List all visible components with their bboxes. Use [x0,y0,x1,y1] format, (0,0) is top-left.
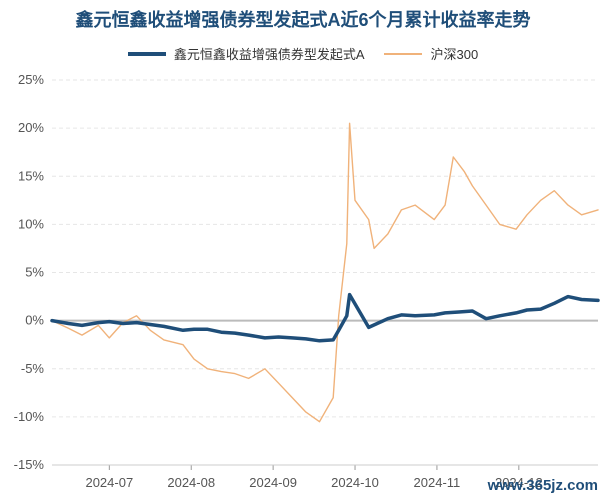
watermark-text: www.365jz.com [487,477,598,494]
y-tick-label: -15% [14,457,45,472]
y-tick-label: 0% [25,313,44,328]
series-line-fund [50,292,600,343]
legend-label-fund: 鑫元恒鑫收益增强债券型发起式A [173,47,365,62]
x-tick-label: 2024-09 [249,475,297,490]
y-tick-label: 10% [18,216,44,231]
legend-item-fund[interactable]: 鑫元恒鑫收益增强债券型发起式A [127,44,365,63]
y-tick-label: 15% [18,168,44,183]
x-tick-label: 2024-11 [414,475,461,490]
x-tick-label: 2024-10 [331,475,379,490]
y-tick-label: -5% [21,361,45,376]
x-tick-label: 2024-08 [167,475,215,490]
legend-item-index[interactable]: 沪深300 [384,44,478,63]
y-tick-label: -10% [14,409,45,424]
legend-swatch-fund [127,51,166,56]
legend-label-index: 沪深300 [430,47,479,62]
x-tick-label: 2024-12 [495,475,543,490]
legend: 鑫元恒鑫收益增强债券型发起式A 沪深300 [0,44,606,63]
y-tick-label: 25% [18,72,44,87]
legend-swatch-index [384,52,423,55]
y-tick-label: 5% [25,265,44,280]
x-tick-label: 2024-07 [85,475,133,490]
series-line-index [51,122,599,423]
y-tick-label: 20% [18,120,44,135]
chart-title: 鑫元恒鑫收益增强债券型发起式A近6个月累计收益率走势 [75,10,531,30]
